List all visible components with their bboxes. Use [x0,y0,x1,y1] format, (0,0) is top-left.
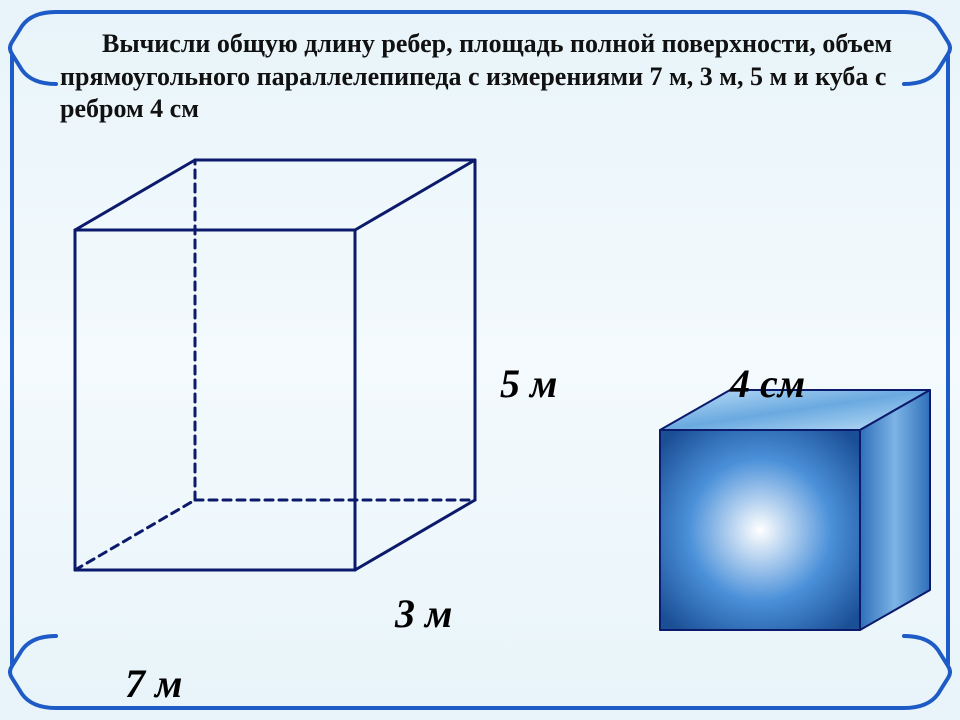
figures [0,0,960,720]
label-width: 7 м [125,660,182,707]
label-cube: 4 см [730,360,805,407]
label-depth: 3 м [395,590,452,637]
label-height: 5 м [500,360,557,407]
cube [660,390,930,630]
parallelepiped [75,160,475,570]
